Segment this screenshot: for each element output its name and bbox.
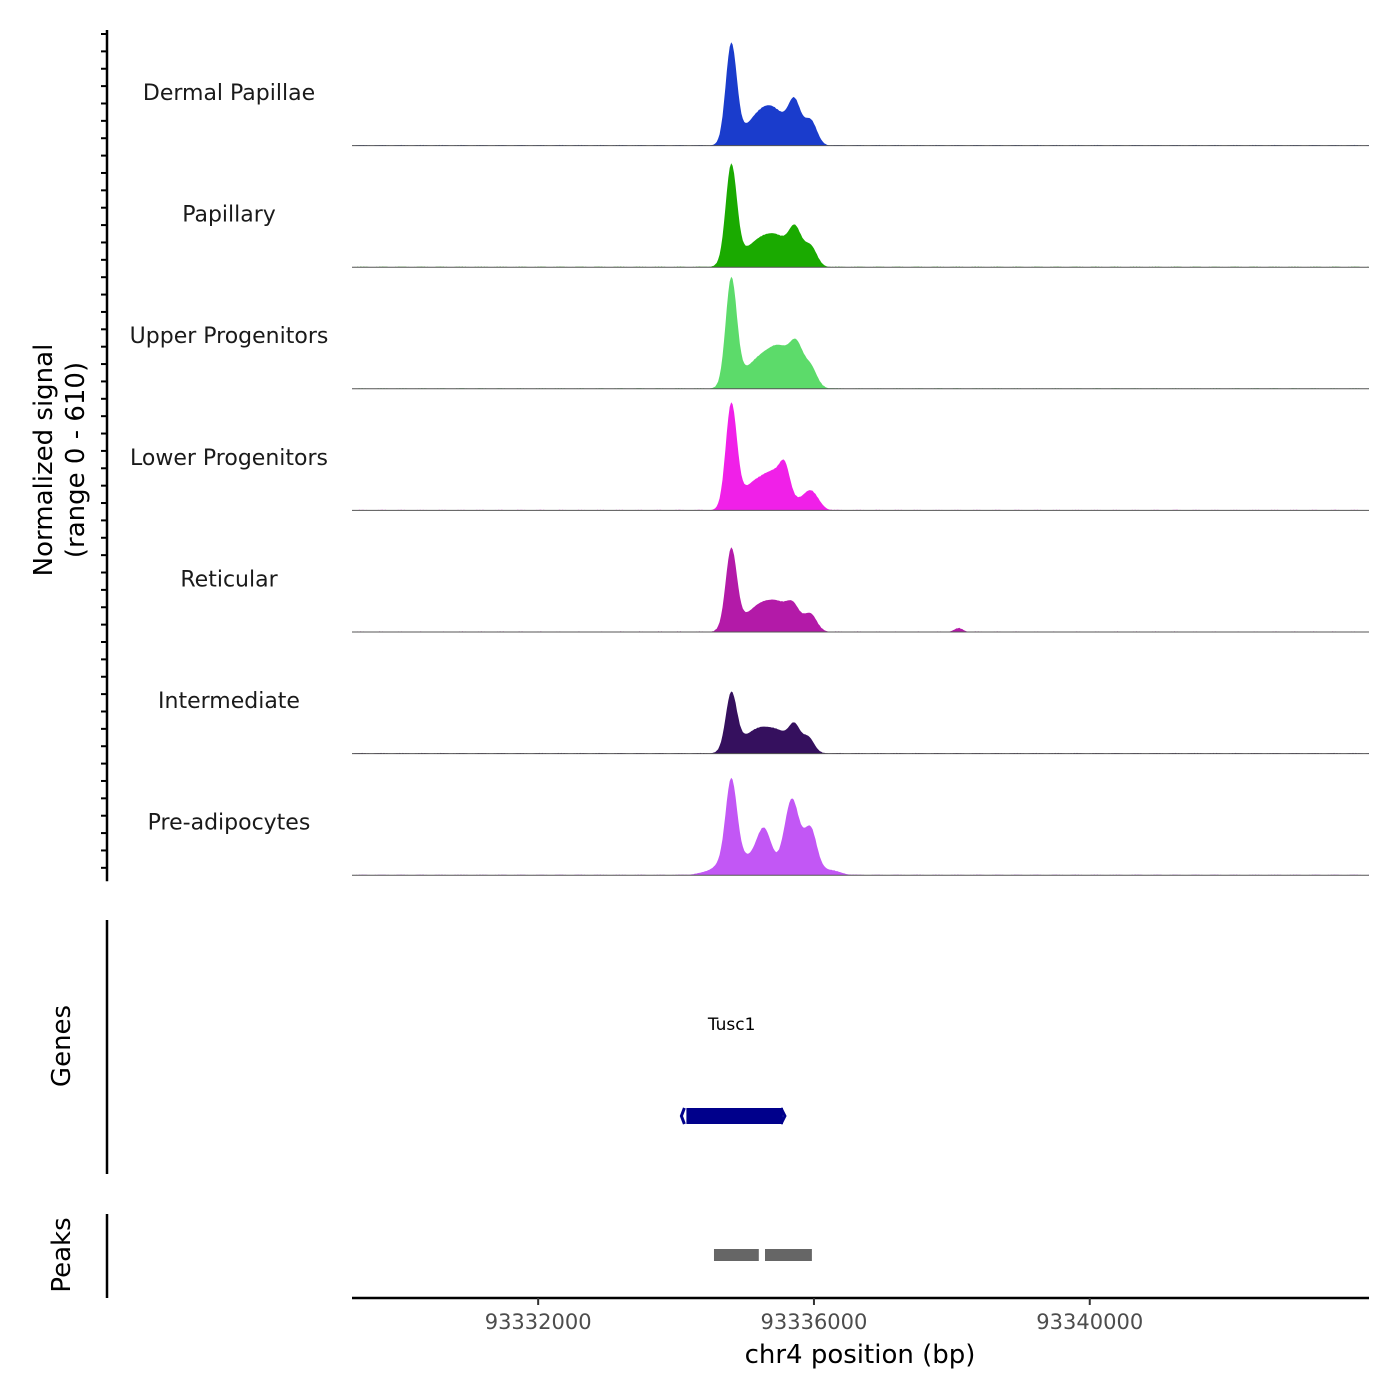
- track-dermal-papillae: Dermal Papillae: [101, 33, 1369, 147]
- x-axis-title: chr4 position (bp): [745, 1340, 976, 1370]
- peak-region: [765, 1249, 812, 1261]
- track-label: Lower Progenitors: [130, 446, 328, 471]
- track-papillary: Papillary: [101, 154, 1369, 268]
- peak-region: [713, 1249, 759, 1261]
- strand-arrow-icon: [779, 1107, 787, 1125]
- x-tick-label: 93340000: [1036, 1310, 1143, 1334]
- signal-area: [352, 777, 1369, 876]
- y-axis-title: Normalized signal: [29, 344, 59, 577]
- genes-panel-label: Genes: [47, 1005, 77, 1087]
- track-reticular: Reticular: [101, 519, 1369, 633]
- gene-tusc1: Tusc1: [679, 1015, 787, 1125]
- track-label: Intermediate: [158, 689, 300, 714]
- track-intermediate: Intermediate: [101, 641, 1369, 755]
- track-label: Papillary: [182, 203, 276, 228]
- signal-area: [352, 276, 1369, 389]
- track-label: Dermal Papillae: [143, 81, 315, 106]
- x-tick-label: 93332000: [485, 1310, 592, 1334]
- gene-annotations: Tusc1: [679, 1015, 787, 1125]
- coverage-tracks: Dermal Papillae Papillary Upper Progenitor…: [101, 30, 1369, 882]
- peaks-panel-label: Peaks: [47, 1217, 77, 1292]
- signal-area: [352, 402, 1369, 511]
- signal-area: [352, 42, 1369, 146]
- track-upper-progenitors: Upper Progenitors: [101, 276, 1369, 390]
- peak-regions: [713, 1249, 812, 1261]
- x-axis-ticks: 93332000 93336000 93340000: [485, 1298, 1143, 1334]
- strand-arrow-icon: [679, 1107, 686, 1125]
- track-pre-adipocytes: Pre-adipocytes: [101, 762, 1369, 876]
- gene-body: [686, 1108, 783, 1124]
- track-lower-progenitors: Lower Progenitors: [101, 397, 1369, 511]
- gene-label: Tusc1: [707, 1015, 756, 1035]
- track-label: Pre-adipocytes: [148, 811, 311, 836]
- track-label: Reticular: [180, 567, 278, 592]
- signal-area: [352, 547, 1369, 632]
- track-label: Upper Progenitors: [130, 324, 329, 349]
- y-axis-range-label: (range 0 - 610): [61, 362, 91, 558]
- x-tick-label: 93336000: [761, 1310, 868, 1334]
- signal-area: [352, 691, 1369, 754]
- signal-area: [352, 163, 1369, 268]
